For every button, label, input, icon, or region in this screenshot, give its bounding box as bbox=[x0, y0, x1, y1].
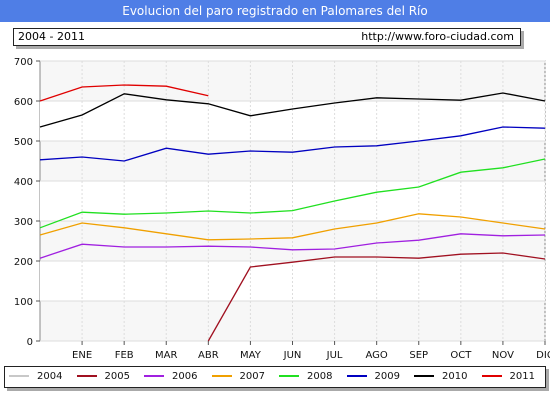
x-tick-label: AGO bbox=[366, 350, 388, 361]
x-tick-label: MAR bbox=[155, 350, 177, 361]
y-tick-label: 200 bbox=[14, 257, 33, 268]
legend-swatch bbox=[144, 375, 164, 377]
series-line-2007 bbox=[39, 213, 546, 241]
legend-swatch bbox=[211, 375, 232, 377]
legend-label: 2009 bbox=[374, 371, 400, 382]
legend-swatch bbox=[346, 375, 367, 377]
series-line-2009 bbox=[39, 126, 546, 162]
legend-swatch bbox=[9, 375, 29, 377]
x-tick-label: OCT bbox=[450, 350, 472, 361]
legend-swatch bbox=[481, 375, 502, 377]
y-tick-label: 400 bbox=[14, 177, 33, 188]
legend-swatch bbox=[76, 375, 97, 377]
x-tick-label: SEP bbox=[409, 350, 428, 361]
y-tick-label: 300 bbox=[14, 217, 33, 228]
series-line-2005 bbox=[207, 252, 546, 342]
legend: 2004 2005 2006 2007 2008 2009 2010 2011 bbox=[4, 366, 546, 388]
series-line-2010 bbox=[39, 92, 546, 128]
legend-item-2006: 2006 bbox=[140, 367, 197, 387]
x-tick-label: ABR bbox=[198, 350, 219, 361]
legend-item-2011: 2011 bbox=[478, 367, 535, 387]
x-tick-label: JUL bbox=[326, 350, 343, 361]
y-axis: 0 100 200 300 400 500 600 700 bbox=[14, 57, 40, 348]
x-tick-label: NOV bbox=[492, 350, 514, 361]
chart-title: Evolucion del paro registrado en Palomar… bbox=[0, 0, 550, 22]
x-tick-label: MAY bbox=[240, 350, 262, 361]
x-tick-label: DIC bbox=[536, 350, 550, 361]
x-tick-label: ENE bbox=[72, 350, 92, 361]
x-tick-label: JUN bbox=[283, 350, 302, 361]
series-line-2006 bbox=[39, 233, 546, 259]
legend-item-2009: 2009 bbox=[343, 367, 400, 387]
legend-label: 2010 bbox=[442, 371, 468, 382]
y-tick-label: 100 bbox=[14, 297, 33, 308]
legend-label: 2006 bbox=[172, 371, 198, 382]
y-tick-label: 0 bbox=[27, 337, 33, 348]
y-tick-label: 700 bbox=[14, 57, 33, 68]
legend-item-2004: 2004 bbox=[5, 367, 62, 387]
legend-item-2007: 2007 bbox=[208, 367, 265, 387]
legend-swatch bbox=[414, 375, 434, 377]
series-line-2008 bbox=[39, 158, 546, 229]
year-range: 2004 - 2011 bbox=[18, 30, 85, 43]
y-tick-label: 600 bbox=[14, 97, 33, 108]
legend-label: 2005 bbox=[104, 371, 130, 382]
legend-label: 2007 bbox=[239, 371, 265, 382]
series-lines bbox=[39, 84, 546, 342]
legend-swatch bbox=[279, 375, 299, 377]
legend-label: 2004 bbox=[37, 371, 63, 382]
series-line-2011 bbox=[39, 84, 209, 102]
legend-item-2008: 2008 bbox=[275, 367, 332, 387]
x-tick-label: FEB bbox=[115, 350, 134, 361]
legend-label: 2008 bbox=[307, 371, 333, 382]
legend-item-2005: 2005 bbox=[73, 367, 130, 387]
x-axis: ENE FEB MAR ABR MAY JUN JUL AGO SEP OCT NOV DIC bbox=[72, 341, 550, 361]
source-url[interactable]: http://www.foro-ciudad.com bbox=[361, 30, 514, 43]
y-tick-label: 500 bbox=[14, 137, 33, 148]
legend-label: 2011 bbox=[509, 371, 535, 382]
legend-item-2010: 2010 bbox=[410, 367, 467, 387]
info-bar: 2004 - 2011 http://www.foro-ciudad.com bbox=[13, 28, 521, 46]
